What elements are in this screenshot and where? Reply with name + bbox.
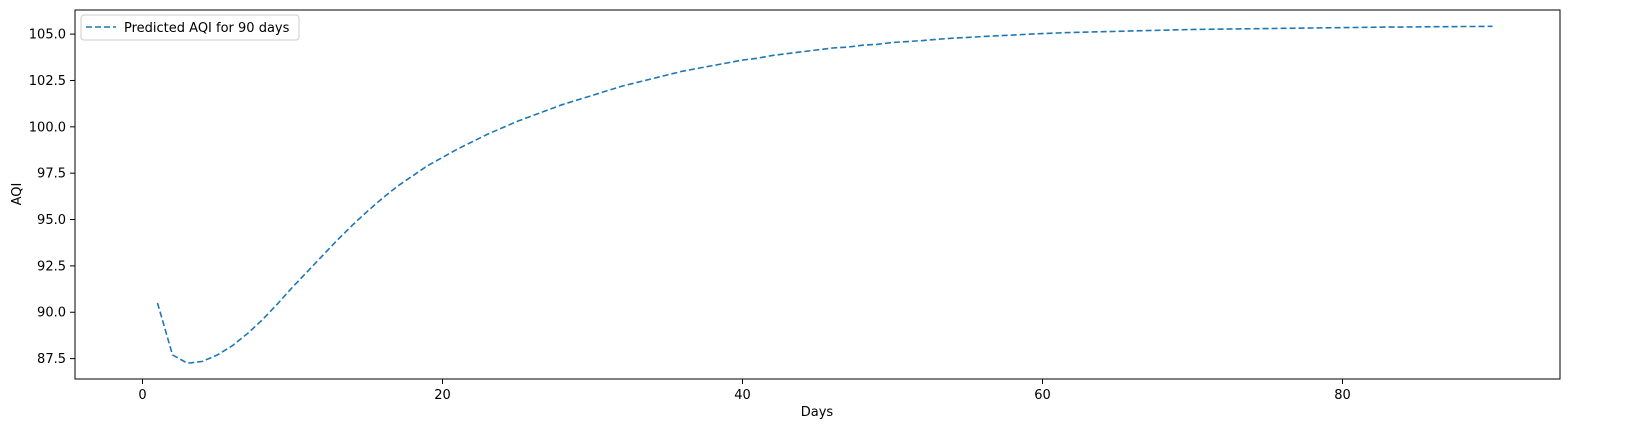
y-tick-label: 95.0 <box>37 213 66 228</box>
x-tick-label: 20 <box>434 388 451 403</box>
y-tick-label: 105.0 <box>29 28 66 43</box>
legend-label: Predicted AQI for 90 days <box>124 21 290 36</box>
x-tick-label: 80 <box>1334 388 1351 403</box>
y-tick-label: 102.5 <box>29 74 66 89</box>
x-tick-label: 60 <box>1034 388 1051 403</box>
plot-frame <box>74 9 1561 380</box>
x-tick-label: 0 <box>138 388 146 403</box>
y-axis-ticks: 87.5 90.0 92.5 95.0 97.5 100.0 102.5 105.0 <box>29 28 75 367</box>
y-tick-label: 90.0 <box>37 306 66 321</box>
x-tick-label: 40 <box>734 388 751 403</box>
x-axis-ticks: 0 20 40 60 80 <box>138 379 1351 403</box>
x-axis-label: Days <box>801 405 834 420</box>
series-line <box>156 25 1493 365</box>
plot-area <box>75 10 1560 379</box>
legend: Predicted AQI for 90 days <box>80 14 300 41</box>
y-axis-label: AQI <box>10 183 25 206</box>
legend-box <box>80 14 300 41</box>
y-tick-label: 100.0 <box>29 120 66 135</box>
y-tick-label: 97.5 <box>37 167 66 182</box>
y-tick-label: 92.5 <box>37 259 66 274</box>
y-tick-label: 87.5 <box>37 352 66 367</box>
